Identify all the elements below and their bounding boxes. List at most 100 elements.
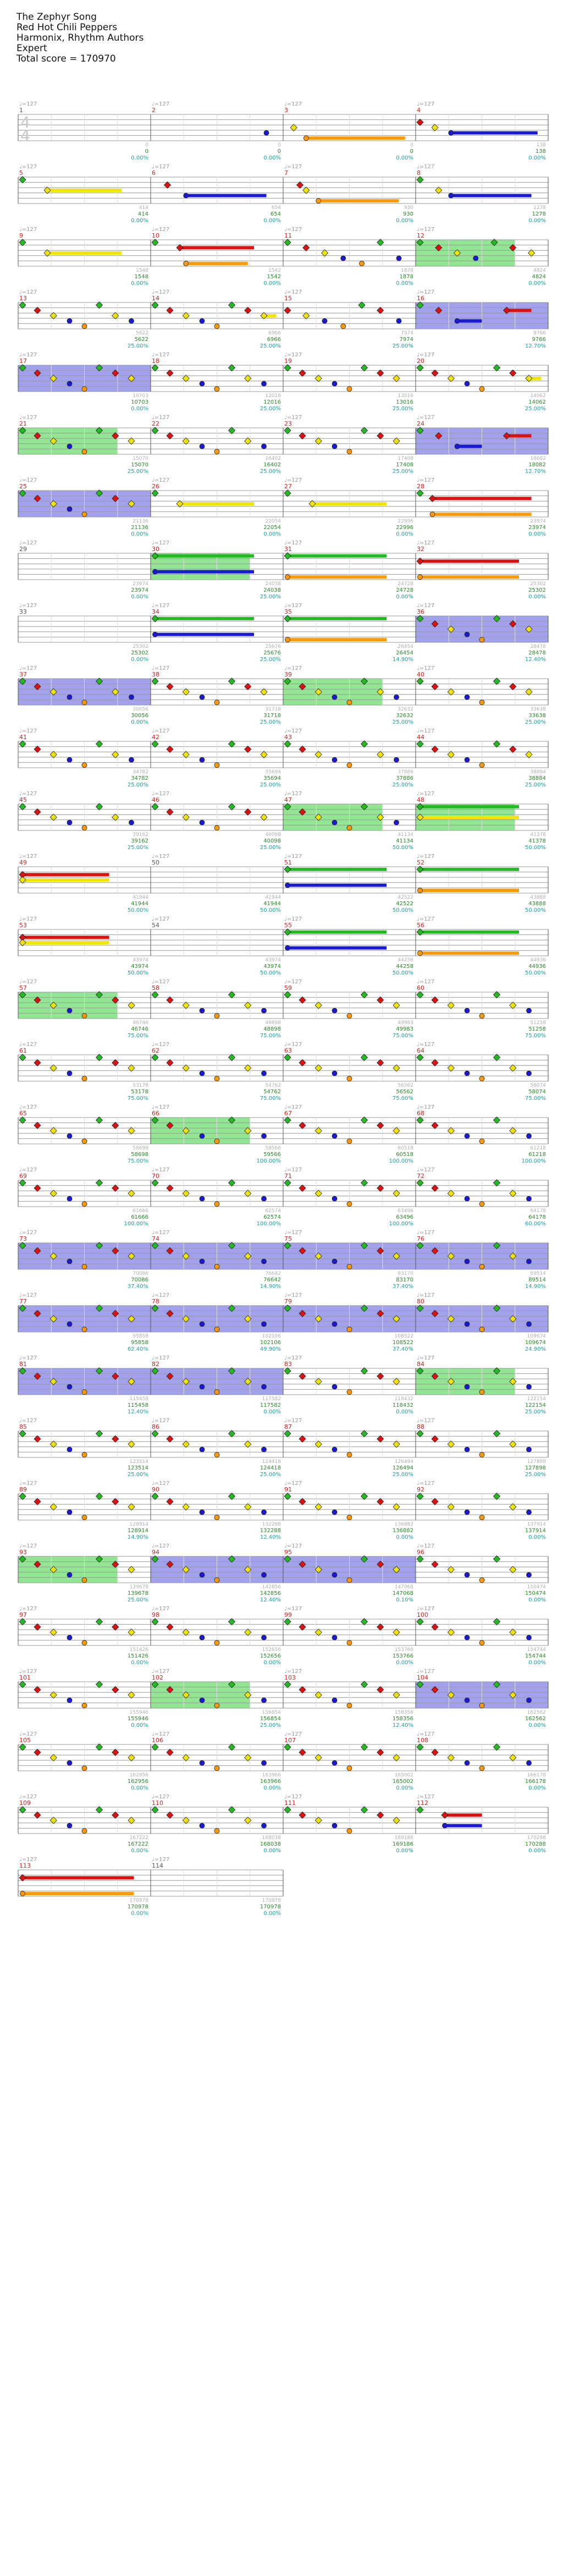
- bpm-label: ♩=127: [284, 477, 302, 483]
- measure-score: 41134: [396, 838, 413, 844]
- measure-percent: 0.00%: [131, 719, 148, 725]
- note-g: [95, 1493, 103, 1500]
- measure-number: 73: [19, 1235, 27, 1242]
- note-o: [214, 762, 220, 768]
- measure-percent: 75.00%: [393, 1033, 413, 1039]
- measure-number: 22: [152, 420, 159, 427]
- note-b: [67, 1823, 73, 1829]
- measure-number: 41: [19, 734, 27, 741]
- measure-score: 108522: [393, 1340, 413, 1346]
- measure-percent: 0.00%: [528, 155, 546, 161]
- measure-score: 70086: [131, 1277, 148, 1283]
- note-y: [49, 500, 57, 508]
- bpm-label: ♩=127: [19, 540, 37, 546]
- bpm-label: ♩=127: [19, 101, 37, 107]
- bpm-label: ♩=127: [284, 1794, 302, 1800]
- bpm-label: ♩=127: [152, 1606, 169, 1612]
- measure-score: 42522: [396, 901, 413, 907]
- measure-ticks: 18082: [530, 456, 546, 461]
- note-b: [261, 1446, 267, 1452]
- measure-score: 51258: [528, 1026, 546, 1032]
- note-g: [151, 364, 159, 372]
- measure-percent: 25.00%: [128, 782, 148, 788]
- bpm-label: ♩=127: [19, 665, 37, 671]
- note-r: [112, 1184, 119, 1192]
- note-y: [509, 1190, 517, 1197]
- measure-score: 170978: [128, 1904, 148, 1910]
- note-g: [493, 1430, 501, 1438]
- note-r: [431, 1435, 439, 1443]
- note-y: [112, 688, 119, 696]
- measure-percent: 100.00%: [257, 1221, 282, 1227]
- sustain-bar: [420, 575, 519, 579]
- note-g: [228, 1054, 236, 1061]
- note-b: [261, 381, 267, 387]
- note-y: [447, 1064, 455, 1072]
- measure-score: 61666: [131, 1214, 148, 1220]
- note-g: [151, 1430, 159, 1438]
- note-o: [346, 1577, 352, 1583]
- measure-ticks: 137914: [527, 1522, 547, 1527]
- note-b: [464, 1384, 470, 1390]
- note-g: [360, 1618, 368, 1626]
- note-r: [299, 1184, 306, 1192]
- note-y: [182, 1127, 190, 1135]
- note-r: [431, 620, 439, 628]
- note-o: [346, 1828, 352, 1834]
- measure-percent: 0.00%: [528, 1785, 546, 1791]
- note-r: [34, 1560, 41, 1568]
- measure-number: 95: [284, 1549, 292, 1556]
- measure-ticks: 54762: [265, 1083, 281, 1088]
- note-g: [493, 1242, 501, 1250]
- note-g: [360, 1806, 368, 1814]
- note-r: [299, 432, 306, 439]
- measure-score: 132288: [260, 1528, 281, 1534]
- note-g: [493, 615, 501, 623]
- note-o: [479, 700, 485, 706]
- note-b: [332, 1760, 338, 1766]
- note-g: [151, 1743, 159, 1751]
- measure-number: 80: [417, 1298, 424, 1305]
- note-o: [417, 574, 423, 580]
- measure-percent: 0.10%: [396, 1597, 413, 1603]
- measure-score: 43974: [263, 964, 281, 970]
- measure-score: 124418: [260, 1465, 281, 1471]
- measure-number: 5: [19, 169, 23, 177]
- note-b: [332, 1321, 338, 1327]
- measure-percent: 25.00%: [260, 406, 281, 412]
- note-b: [261, 1070, 267, 1076]
- note-o: [214, 700, 220, 706]
- measure-number: 75: [284, 1235, 292, 1242]
- measure-ticks: 51258: [530, 1020, 546, 1026]
- measure-number: 71: [284, 1173, 292, 1180]
- note-r: [299, 1560, 306, 1568]
- note-b: [263, 130, 269, 136]
- note-y: [525, 625, 533, 633]
- note-g: [284, 991, 291, 999]
- note-g: [19, 1806, 26, 1814]
- measure-number: 55: [284, 922, 292, 929]
- measure-ticks: 83170: [398, 1271, 413, 1276]
- sustain-bar: [155, 632, 254, 636]
- note-g: [95, 1242, 103, 1250]
- measure-ticks: 70086: [133, 1271, 148, 1276]
- note-r: [509, 244, 517, 251]
- measure-score: 25302: [131, 650, 148, 656]
- measure-score: 5622: [135, 337, 148, 343]
- note-o: [214, 1577, 220, 1583]
- note-y: [49, 1064, 57, 1072]
- note-g: [151, 1367, 159, 1375]
- bpm-label: ♩=127: [284, 1230, 302, 1236]
- bpm-label: ♩=127: [19, 603, 37, 609]
- time-signature-top: 4: [20, 113, 30, 131]
- note-y: [128, 500, 135, 508]
- measure-score: 151426: [128, 1653, 148, 1659]
- measure-score: 59566: [263, 1152, 281, 1158]
- measure-number: 100: [417, 1611, 428, 1619]
- measure-number: 91: [284, 1486, 292, 1493]
- measure-score: 0: [145, 148, 148, 155]
- bpm-label: ♩=127: [417, 854, 434, 860]
- measure-score: 38884: [528, 775, 546, 781]
- measure-number: 53: [19, 922, 27, 929]
- note-g: [19, 1367, 26, 1375]
